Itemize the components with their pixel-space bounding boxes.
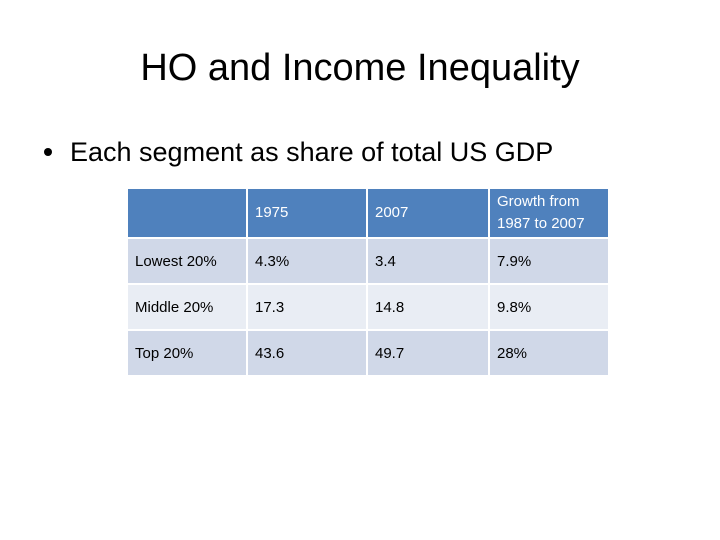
cell-1975: 43.6 — [246, 329, 368, 377]
bullet-point: Each segment as share of total US GDP — [44, 132, 553, 172]
slide-title: HO and Income Inequality — [140, 47, 580, 89]
header-cell-empty — [126, 187, 248, 239]
table-row: Middle 20% 17.3 14.8 9.8% — [126, 283, 610, 331]
cell-2007: 49.7 — [366, 329, 490, 377]
bullet-dot-icon — [44, 148, 52, 156]
table-header-row: 1975 2007 Growth from 1987 to 2007 — [126, 187, 610, 239]
cell-growth: 7.9% — [488, 237, 610, 285]
row-label: Lowest 20% — [126, 237, 248, 285]
row-label: Top 20% — [126, 329, 248, 377]
cell-1975: 17.3 — [246, 283, 368, 331]
header-cell-growth: Growth from 1987 to 2007 — [488, 187, 610, 239]
table-row: Top 20% 43.6 49.7 28% — [126, 329, 610, 377]
header-cell-2007: 2007 — [366, 187, 490, 239]
header-cell-1975: 1975 — [246, 187, 368, 239]
cell-1975: 4.3% — [246, 237, 368, 285]
cell-2007: 14.8 — [366, 283, 490, 331]
cell-growth: 9.8% — [488, 283, 610, 331]
table-row: Lowest 20% 4.3% 3.4 7.9% — [126, 237, 610, 285]
cell-2007: 3.4 — [366, 237, 490, 285]
cell-growth: 28% — [488, 329, 610, 377]
row-label: Middle 20% — [126, 283, 248, 331]
bullet-text: Each segment as share of total US GDP — [70, 137, 554, 167]
income-share-table: 1975 2007 Growth from 1987 to 2007 Lowes… — [126, 187, 610, 377]
